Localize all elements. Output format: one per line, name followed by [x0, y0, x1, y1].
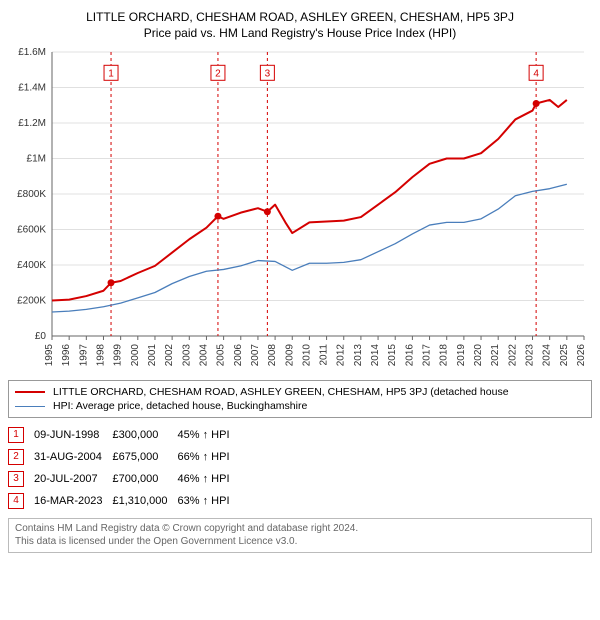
- svg-text:1995: 1995: [44, 344, 55, 367]
- chart-title-line1: LITTLE ORCHARD, CHESHAM ROAD, ASHLEY GRE…: [8, 10, 592, 24]
- legend-swatch: [15, 406, 45, 407]
- price-chart: £0 £200K £400K £600K £800K £1M £1.2M £1.4M £1.6M…: [8, 46, 592, 376]
- svg-text:2023: 2023: [525, 344, 536, 367]
- svg-text:£1.4M: £1.4M: [18, 83, 46, 94]
- svg-text:2024: 2024: [542, 344, 553, 367]
- svg-text:2016: 2016: [404, 344, 415, 367]
- table-row: 1 09-JUN-1998£300,00045% ↑ HPI: [8, 424, 240, 446]
- marker-box: 3: [8, 471, 24, 487]
- tx-date: 31-AUG-2004: [34, 446, 112, 468]
- svg-text:1996: 1996: [61, 344, 72, 367]
- marker-box: 2: [8, 449, 24, 465]
- legend-label: HPI: Average price, detached house, Buck…: [53, 400, 307, 412]
- svg-text:2014: 2014: [370, 344, 381, 367]
- tx-price: £675,000: [112, 446, 177, 468]
- tx-date: 16-MAR-2023: [34, 490, 112, 512]
- svg-text:£1M: £1M: [27, 154, 46, 165]
- legend-item: HPI: Average price, detached house, Buck…: [15, 399, 585, 413]
- footer-line2: This data is licensed under the Open Gov…: [15, 536, 585, 549]
- svg-text:1999: 1999: [113, 344, 124, 367]
- tx-marker: 4: [8, 490, 34, 512]
- svg-text:£1.2M: £1.2M: [18, 118, 46, 129]
- marker-box: 1: [8, 427, 24, 443]
- tx-pct: 63% ↑ HPI: [178, 490, 240, 512]
- tx-marker: 3: [8, 468, 34, 490]
- svg-text:2008: 2008: [267, 344, 278, 367]
- svg-text:3: 3: [265, 68, 271, 79]
- svg-text:2018: 2018: [439, 344, 450, 367]
- svg-text:2011: 2011: [319, 344, 330, 366]
- table-row: 2 31-AUG-2004£675,00066% ↑ HPI: [8, 446, 240, 468]
- svg-text:1: 1: [108, 68, 114, 79]
- table-row: 4 16-MAR-2023£1,310,00063% ↑ HPI: [8, 490, 240, 512]
- svg-text:2025: 2025: [559, 344, 570, 367]
- tx-price: £1,310,000: [112, 490, 177, 512]
- tx-pct: 45% ↑ HPI: [178, 424, 240, 446]
- legend: LITTLE ORCHARD, CHESHAM ROAD, ASHLEY GRE…: [8, 380, 592, 418]
- svg-text:2017: 2017: [422, 344, 433, 367]
- marker-box: 4: [8, 493, 24, 509]
- svg-text:2009: 2009: [284, 344, 295, 367]
- svg-text:£200K: £200K: [17, 296, 46, 307]
- tx-marker: 2: [8, 446, 34, 468]
- svg-text:2013: 2013: [353, 344, 364, 367]
- legend-swatch: [15, 391, 45, 393]
- svg-text:1998: 1998: [95, 344, 106, 367]
- chart-title-line2: Price paid vs. HM Land Registry's House …: [8, 26, 592, 40]
- svg-text:2026: 2026: [576, 344, 587, 367]
- svg-text:4: 4: [533, 68, 539, 79]
- svg-text:2007: 2007: [250, 344, 261, 367]
- tx-price: £700,000: [112, 468, 177, 490]
- svg-text:2020: 2020: [473, 344, 484, 367]
- svg-text:2: 2: [215, 68, 221, 79]
- svg-text:2012: 2012: [336, 344, 347, 367]
- tx-date: 20-JUL-2007: [34, 468, 112, 490]
- svg-text:2006: 2006: [233, 344, 244, 367]
- svg-text:2022: 2022: [507, 344, 518, 367]
- svg-text:2021: 2021: [490, 344, 501, 367]
- svg-text:2004: 2004: [198, 344, 209, 367]
- svg-text:2010: 2010: [301, 344, 312, 367]
- svg-text:2005: 2005: [216, 344, 227, 367]
- svg-text:£800K: £800K: [17, 189, 46, 200]
- footer-line1: Contains HM Land Registry data © Crown c…: [15, 523, 585, 536]
- svg-text:£400K: £400K: [17, 260, 46, 271]
- tx-price: £300,000: [112, 424, 177, 446]
- tx-pct: 66% ↑ HPI: [178, 446, 240, 468]
- table-row: 3 20-JUL-2007£700,00046% ↑ HPI: [8, 468, 240, 490]
- legend-label: LITTLE ORCHARD, CHESHAM ROAD, ASHLEY GRE…: [53, 386, 509, 398]
- svg-text:£600K: £600K: [17, 225, 46, 236]
- tx-date: 09-JUN-1998: [34, 424, 112, 446]
- svg-text:2015: 2015: [387, 344, 398, 367]
- svg-text:2000: 2000: [130, 344, 141, 367]
- svg-text:1997: 1997: [78, 344, 89, 367]
- legend-item: LITTLE ORCHARD, CHESHAM ROAD, ASHLEY GRE…: [15, 385, 585, 399]
- svg-text:2001: 2001: [147, 344, 158, 367]
- svg-text:2002: 2002: [164, 344, 175, 367]
- svg-text:£0: £0: [35, 331, 47, 342]
- tx-pct: 46% ↑ HPI: [178, 468, 240, 490]
- tx-marker: 1: [8, 424, 34, 446]
- svg-text:2003: 2003: [181, 344, 192, 367]
- transactions-table: 1 09-JUN-1998£300,00045% ↑ HPI 2 31-AUG-200…: [8, 424, 240, 512]
- svg-text:2019: 2019: [456, 344, 467, 367]
- attribution-footer: Contains HM Land Registry data © Crown c…: [8, 518, 592, 553]
- svg-text:£1.6M: £1.6M: [18, 47, 46, 58]
